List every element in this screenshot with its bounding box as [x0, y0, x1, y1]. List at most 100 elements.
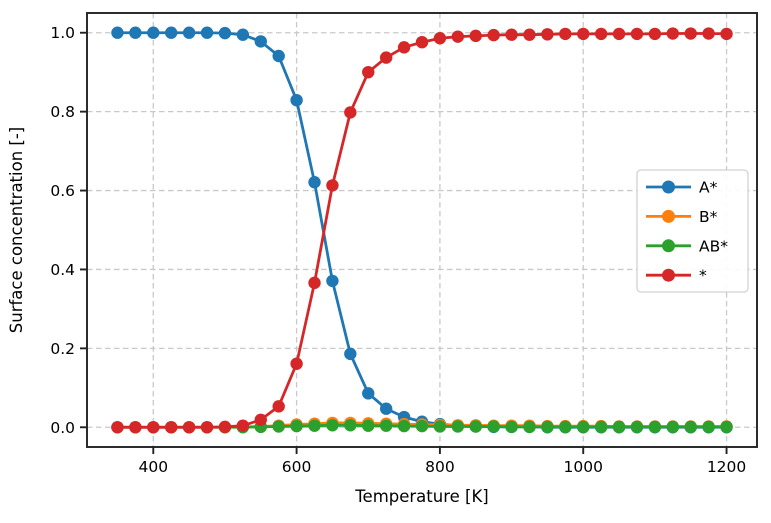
legend-label: A*	[699, 179, 718, 197]
data-point	[630, 420, 644, 434]
data-point	[111, 26, 124, 39]
data-point	[397, 41, 411, 54]
data-point	[272, 420, 285, 433]
data-point	[326, 179, 339, 192]
legend-marker	[662, 209, 675, 223]
data-point	[290, 419, 303, 433]
data-point	[129, 421, 142, 434]
data-point	[559, 420, 572, 434]
data-point	[630, 27, 644, 41]
data-point	[487, 28, 500, 42]
legend-label: *	[699, 267, 707, 285]
data-point	[594, 27, 608, 41]
data-point	[182, 26, 196, 39]
data-point	[379, 51, 393, 64]
data-point	[648, 420, 662, 434]
y-tick-label: 1.0	[50, 24, 75, 42]
x-tick-label: 600	[282, 458, 312, 476]
data-point	[415, 419, 429, 433]
tick-marks	[80, 31, 728, 454]
data-point	[308, 276, 321, 290]
data-point	[469, 29, 482, 43]
data-point	[236, 28, 250, 41]
data-point	[648, 27, 662, 41]
data-point	[684, 27, 697, 40]
data-point	[308, 419, 321, 432]
data-point	[272, 49, 285, 63]
data-point	[379, 402, 393, 415]
data-point	[433, 32, 447, 45]
data-point	[326, 419, 339, 432]
y-axis-label: Surface concentration [-]	[7, 127, 26, 333]
data-point	[541, 28, 554, 41]
data-point	[505, 28, 518, 41]
data-point	[326, 274, 339, 288]
data-point	[362, 65, 375, 79]
y-tick-label: 0.6	[50, 182, 75, 200]
data-point	[182, 421, 196, 434]
y-tick-label: 0.4	[50, 261, 75, 279]
data-point	[218, 26, 232, 40]
data-point	[362, 419, 375, 432]
data-point	[577, 420, 590, 434]
y-tick-label: 0.8	[50, 103, 75, 121]
data-point	[541, 420, 554, 434]
data-point	[290, 93, 303, 107]
data-point	[612, 420, 626, 434]
data-point	[451, 30, 465, 43]
data-point	[720, 27, 733, 41]
data-point	[684, 420, 697, 434]
data-point	[594, 420, 608, 434]
data-point	[200, 26, 214, 39]
data-point	[415, 35, 429, 49]
data-point	[702, 420, 715, 434]
data-point	[379, 419, 393, 432]
data-point	[702, 27, 715, 40]
data-point	[344, 419, 357, 432]
data-point	[523, 28, 536, 41]
legend-marker	[662, 268, 675, 282]
legend-label: AB*	[699, 237, 728, 255]
data-point	[362, 387, 375, 400]
data-point	[200, 421, 214, 434]
data-point	[164, 421, 178, 434]
legend-marker	[662, 239, 675, 253]
data-point	[147, 421, 160, 434]
data-point	[164, 26, 178, 39]
data-point	[559, 27, 572, 41]
legend-entry: B*	[646, 208, 718, 226]
legend-entry: *	[646, 267, 707, 285]
x-tick-label: 400	[138, 458, 168, 476]
data-point	[397, 419, 411, 433]
data-point	[469, 420, 482, 433]
x-tick-label: 1000	[564, 458, 603, 476]
legend-marker	[662, 180, 675, 194]
data-point	[720, 420, 733, 434]
data-point	[308, 176, 321, 189]
data-point	[236, 419, 250, 432]
x-tick-label: 1200	[707, 458, 746, 476]
data-point	[666, 27, 680, 40]
data-point	[254, 35, 267, 48]
data-point	[254, 413, 267, 426]
x-axis-label: Temperature [K]	[354, 487, 488, 506]
legend-label: B*	[699, 208, 718, 226]
data-point	[344, 106, 357, 119]
data-point	[487, 420, 500, 433]
data-point	[505, 420, 518, 434]
legend: A* B* AB* *	[636, 169, 749, 293]
legend-entry: A*	[646, 179, 718, 197]
data-point	[612, 27, 626, 41]
data-point	[433, 420, 447, 433]
data-point	[147, 26, 160, 39]
data-point	[344, 347, 357, 361]
data-point	[666, 420, 680, 434]
legend-box	[636, 169, 749, 293]
legend-entry: AB*	[646, 237, 728, 255]
data-point	[129, 26, 142, 39]
data-point	[218, 420, 232, 434]
data-point	[451, 420, 465, 433]
series-star	[111, 27, 733, 434]
